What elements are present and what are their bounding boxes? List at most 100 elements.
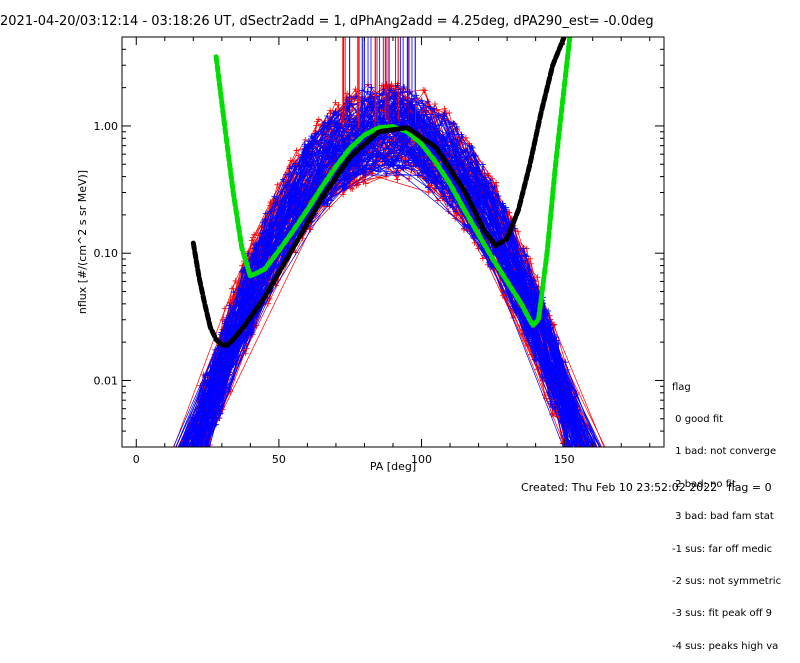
blue-measurement-line-marker <box>345 123 352 130</box>
legend-heading: flag <box>672 381 691 393</box>
blue-measurement-line-marker <box>197 424 204 431</box>
blue-measurement-line-marker <box>249 320 256 327</box>
red-measurement-line-marker <box>153 482 159 488</box>
red-measurement-line-marker <box>353 182 360 189</box>
blue-measurement-line-marker <box>168 482 174 488</box>
blue-measurement-line-marker <box>164 482 170 488</box>
red-measurement-line-marker <box>176 464 182 470</box>
blue-measurement-line-marker <box>590 468 596 474</box>
blue-measurement-line-marker <box>156 482 162 488</box>
blue-measurement-line-marker <box>160 482 166 488</box>
red-measurement-line-marker <box>159 482 165 488</box>
blue-measurement-line-marker <box>319 162 326 169</box>
blue-measurement-line-marker <box>327 152 334 159</box>
red-measurement-line-marker <box>347 185 354 192</box>
blue-measurement-line-marker <box>446 193 453 200</box>
blue-measurement-line-marker <box>154 482 160 488</box>
blue-measurement-line-marker <box>324 112 331 119</box>
blue-measurement-line-marker <box>362 172 369 179</box>
blue-measurement-line-marker <box>155 482 161 488</box>
blue-measurement-line-marker <box>204 370 211 377</box>
red-measurement-line-marker <box>340 191 347 198</box>
blue-measurement-line-marker <box>168 482 174 488</box>
y-tick-label: 0.10 <box>94 247 119 260</box>
data-lines <box>153 37 606 488</box>
blue-measurement-line-marker <box>267 271 274 278</box>
red-measurement-line-marker <box>183 461 189 467</box>
legend-entry: 0 good fit <box>672 413 724 425</box>
blue-measurement-line-marker <box>581 471 587 477</box>
red-measurement-line-marker <box>180 476 186 482</box>
red-measurement-line-marker <box>178 482 184 488</box>
blue-measurement-line-marker <box>162 482 168 488</box>
blue-measurement-line-marker <box>187 482 193 488</box>
red-measurement-line-marker <box>163 482 169 488</box>
blue-measurement-line-marker <box>344 134 351 141</box>
blue-measurement-line-marker <box>155 482 161 488</box>
blue-measurement-line-marker <box>288 209 295 216</box>
red-measurement-line-marker <box>170 482 176 488</box>
red-measurement-line-marker <box>221 305 228 312</box>
blue-measurement-line-marker <box>159 482 165 488</box>
red-measurement-line-marker <box>189 482 195 488</box>
blue-measurement-line-marker <box>444 201 451 208</box>
blue-measurement-line-marker <box>186 459 192 465</box>
red-measurement-line-marker <box>157 482 163 488</box>
blue-measurement-line-marker <box>181 482 187 488</box>
legend-entry: -4 sus: peaks high va <box>672 640 779 652</box>
blue-measurement-line-marker <box>198 468 204 474</box>
blue-measurement-line-marker <box>170 482 176 488</box>
red-measurement-line-marker <box>170 482 176 488</box>
blue-measurement-line-marker <box>162 482 168 488</box>
blue-measurement-line-marker <box>158 482 164 488</box>
red-measurement-line-marker <box>168 482 174 488</box>
blue-measurement-line-marker <box>184 482 190 488</box>
blue-measurement-line-marker <box>181 482 187 488</box>
blue-measurement-line-marker <box>586 468 592 474</box>
blue-measurement-line-marker <box>155 482 161 488</box>
red-measurement-line-marker <box>192 482 198 488</box>
blue-measurement-line-marker <box>160 482 166 488</box>
red-measurement-line-marker <box>161 482 167 488</box>
blue-measurement-line-marker <box>182 446 184 447</box>
blue-measurement-line-marker <box>210 384 217 391</box>
blue-measurement-line-marker <box>328 118 335 125</box>
red-measurement-line-marker <box>165 482 171 488</box>
red-measurement-line-marker <box>161 482 167 488</box>
blue-measurement-line-marker <box>515 306 522 313</box>
red-measurement-line-marker <box>239 262 246 269</box>
red-measurement-line-marker <box>583 451 589 457</box>
blue-measurement-line-marker <box>570 469 576 475</box>
blue-measurement-line-marker <box>343 174 350 181</box>
blue-measurement-line-marker <box>408 166 415 173</box>
red-measurement-line-marker <box>167 482 173 488</box>
blue-measurement-line-marker <box>292 160 299 167</box>
red-measurement-line-marker <box>157 482 163 488</box>
red-measurement-line-marker <box>274 181 281 188</box>
blue-measurement-line-marker <box>181 467 187 473</box>
blue-measurement-line-marker <box>585 459 591 465</box>
blue-measurement-line-marker <box>344 180 351 187</box>
blue-measurement-line-marker <box>180 462 186 468</box>
blue-measurement-line-marker <box>161 482 167 488</box>
blue-measurement-line-marker <box>424 98 431 105</box>
blue-measurement-line-marker <box>163 482 169 488</box>
blue-measurement-line-marker <box>165 482 171 488</box>
blue-measurement-line-marker <box>512 271 519 278</box>
red-measurement-line-marker <box>549 410 556 417</box>
red-measurement-line-marker <box>571 465 577 471</box>
blue-measurement-line-marker <box>192 465 198 471</box>
red-measurement-line-marker <box>163 482 169 488</box>
blue-measurement-line-marker <box>180 482 186 488</box>
blue-measurement-line-marker <box>183 454 189 460</box>
red-measurement-line-marker <box>178 451 184 457</box>
red-measurement-line-marker <box>159 482 165 488</box>
blue-measurement-line-marker <box>158 482 164 488</box>
blue-measurement-line-marker <box>453 123 460 130</box>
red-measurement-line <box>198 139 566 447</box>
blue-measurement-line-marker <box>255 255 262 262</box>
red-measurement-line-marker <box>153 482 159 488</box>
blue-measurement-line-marker <box>182 482 188 488</box>
red-measurement-line-marker <box>432 101 439 108</box>
red-measurement-line-marker <box>569 466 575 472</box>
